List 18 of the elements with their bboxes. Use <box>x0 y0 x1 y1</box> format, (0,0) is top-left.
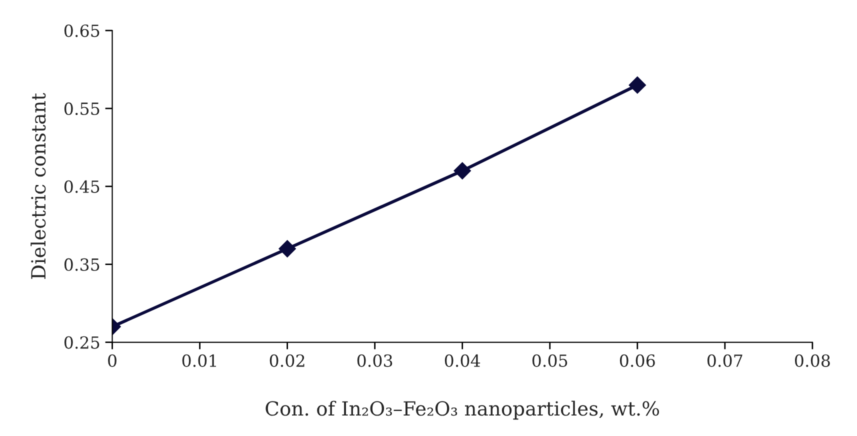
x-tick-label: 0.07 <box>707 354 742 367</box>
x-tick-label: 0.08 <box>794 354 830 367</box>
x-tick-label: 0.03 <box>357 354 392 367</box>
x-tick-label: 0.04 <box>444 354 480 367</box>
y-axis-title: Dielectric constant <box>30 92 46 279</box>
y-tick-label: 0.65 <box>64 24 100 38</box>
x-axis-title: Con. of In₂O₃–Fe₂O₃ nanoparticles, wt.% <box>266 400 659 420</box>
x-tick-label: 0.05 <box>532 354 568 367</box>
y-tick-label: 0.25 <box>64 336 100 349</box>
x-tick-label: 0 <box>108 354 116 367</box>
x-tick-label: 0.06 <box>620 354 655 367</box>
y-tick-label: 0.35 <box>64 258 100 271</box>
point <box>454 162 471 180</box>
x-tick-label: 0.02 <box>270 354 304 367</box>
y-tick-label: 0.55 <box>64 102 100 116</box>
point <box>628 76 646 94</box>
y-tick-label: 0.45 <box>64 180 100 193</box>
x-tick-label: 0.01 <box>182 354 216 367</box>
